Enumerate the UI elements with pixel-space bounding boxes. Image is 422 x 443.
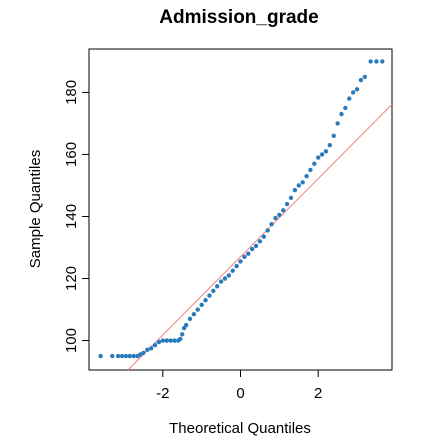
data-point	[238, 259, 243, 264]
reference-line-group	[127, 104, 393, 371]
x-axis: -2 0 2	[156, 370, 322, 402]
chart-title: Admission_grade	[159, 7, 318, 28]
data-point	[234, 263, 239, 269]
data-point	[312, 161, 317, 166]
data-point	[203, 298, 208, 303]
data-point	[347, 96, 352, 101]
y-tick-label: 180	[63, 80, 80, 105]
reference-line	[127, 104, 393, 371]
data-point	[296, 183, 301, 188]
y-tick-label: 120	[63, 266, 80, 291]
data-point	[178, 336, 183, 342]
x-tick-label: -2	[156, 385, 169, 402]
data-point	[168, 338, 173, 343]
data-point	[331, 133, 336, 139]
x-tick-label: 0	[236, 385, 244, 402]
data-point	[183, 322, 189, 328]
data-point	[222, 276, 228, 281]
data-point	[115, 353, 121, 359]
data-point	[308, 167, 313, 173]
data-point	[145, 347, 150, 353]
data-point	[218, 279, 224, 284]
data-point	[358, 77, 364, 83]
data-point	[180, 332, 185, 337]
plot-frame	[88, 48, 393, 371]
data-point	[261, 234, 267, 239]
data-point	[242, 254, 247, 259]
data-point	[164, 338, 169, 343]
data-point	[172, 338, 177, 343]
data-point	[131, 353, 136, 359]
data-point	[335, 121, 340, 126]
data-point	[211, 288, 216, 294]
data-point	[199, 302, 204, 308]
data-point	[148, 346, 154, 351]
data-point	[257, 239, 263, 244]
data-point	[119, 353, 125, 359]
data-point	[191, 311, 197, 317]
data-point	[339, 111, 344, 117]
y-tick-label: 100	[63, 328, 80, 353]
data-point	[292, 187, 298, 193]
data-point	[354, 87, 360, 92]
y-axis-label: Sample Quantiles	[27, 150, 44, 268]
data-point	[319, 152, 325, 157]
data-point	[350, 90, 356, 95]
data-point	[246, 251, 251, 256]
data-point	[343, 105, 348, 111]
data-point	[98, 353, 103, 359]
data-point	[123, 353, 129, 359]
data-point	[230, 268, 235, 273]
data-point	[214, 284, 220, 289]
x-axis-label: Theoretical Quantiles	[169, 420, 311, 437]
data-point	[156, 339, 162, 345]
data-point	[273, 215, 278, 221]
data-point	[327, 142, 333, 148]
data-point	[141, 350, 146, 356]
data-point	[300, 180, 305, 185]
data-point	[127, 353, 132, 359]
data-point	[277, 212, 282, 218]
y-tick-label: 140	[63, 204, 80, 229]
points-group	[98, 59, 385, 359]
data-point	[187, 316, 193, 322]
data-point	[265, 228, 270, 233]
data-point	[288, 195, 294, 201]
data-point	[226, 273, 232, 278]
data-point	[152, 342, 158, 348]
data-point	[253, 243, 259, 249]
y-axis: 100 120 140 160 180	[63, 80, 89, 353]
data-point	[380, 59, 385, 64]
data-point	[323, 149, 329, 154]
data-point	[315, 155, 321, 160]
x-tick-label: 2	[314, 385, 322, 402]
data-point	[304, 173, 309, 179]
data-point	[207, 293, 212, 298]
data-point	[374, 59, 379, 64]
data-point	[195, 307, 200, 312]
data-point	[284, 201, 290, 207]
data-point	[110, 353, 115, 359]
data-point	[362, 74, 368, 80]
y-tick-label: 160	[63, 142, 80, 167]
data-point	[368, 59, 373, 64]
data-point	[249, 246, 255, 252]
data-point	[281, 208, 286, 213]
data-point	[160, 338, 166, 343]
data-point	[269, 222, 274, 227]
